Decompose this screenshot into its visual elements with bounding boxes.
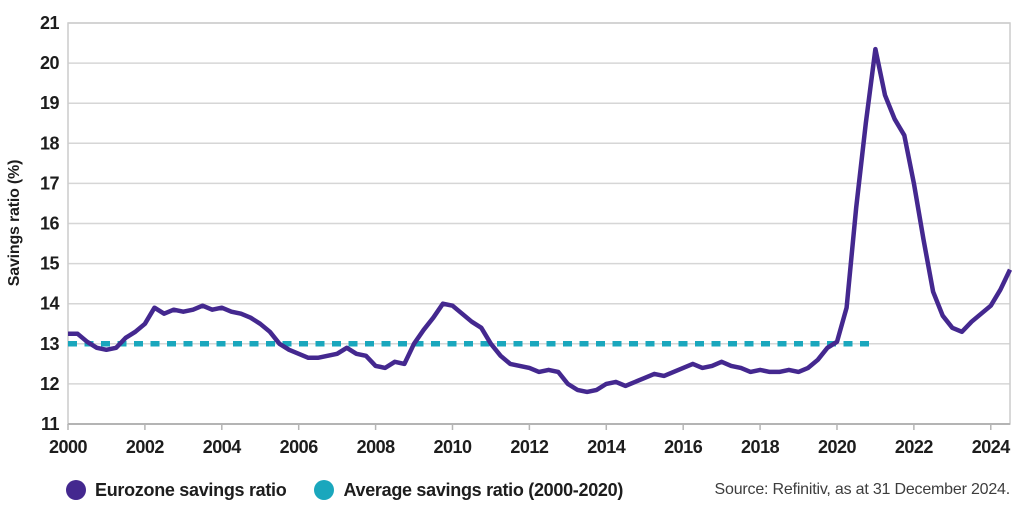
y-tick-label: 16 <box>40 214 60 234</box>
x-tick-label: 2022 <box>895 437 934 457</box>
legend-label-eurozone: Eurozone savings ratio <box>95 479 287 500</box>
x-tick-label: 2016 <box>664 437 703 457</box>
average-series-dot-icon <box>314 480 335 500</box>
y-tick-label: 15 <box>40 254 60 274</box>
savings-ratio-chart: 11 12 13 14 15 16 17 18 19 20 21 2000 2002 2004 2006 20… <box>40 13 1013 457</box>
eurozone-series-dot-icon <box>66 480 86 500</box>
x-tick-label: 2012 <box>510 437 549 457</box>
y-tick-label: 12 <box>40 374 60 394</box>
x-tick-label: 2018 <box>741 437 780 457</box>
legend-item-eurozone: Eurozone savings ratio <box>66 479 287 501</box>
x-tick-label: 2002 <box>126 437 165 457</box>
x-tick-label: 2020 <box>818 437 857 457</box>
y-tick-label: 13 <box>40 334 60 354</box>
y-axis-title: Savings ratio (%) <box>6 159 23 287</box>
y-tick-label: 17 <box>40 173 60 193</box>
legend-item-average: Average savings ratio (2000-2020) <box>314 480 623 501</box>
y-tick-label: 18 <box>40 133 60 153</box>
legend-label-average: Average savings ratio (2000-2020) <box>343 479 624 500</box>
eurozone-savings-line <box>68 46 1013 395</box>
x-tick-label: 2006 <box>280 437 319 457</box>
y-tick-label: 11 <box>41 414 60 434</box>
x-tick-label: 2004 <box>203 437 242 457</box>
x-tick-label: 2000 <box>49 437 88 457</box>
legend: Eurozone savings ratio Average savings r… <box>66 474 1012 506</box>
x-tick-label: 2008 <box>357 437 396 457</box>
x-tick-label: 2014 <box>587 437 626 457</box>
y-tick-label: 14 <box>40 294 60 314</box>
y-tick-label: 21 <box>40 13 60 33</box>
source-note: Source: Refinitiv, as at 31 December 202… <box>714 481 1011 498</box>
x-tick-label: 2010 <box>433 437 472 457</box>
y-tick-label: 19 <box>40 93 60 113</box>
x-tick-label: 2024 <box>972 437 1011 457</box>
y-tick-label: 20 <box>40 53 60 73</box>
